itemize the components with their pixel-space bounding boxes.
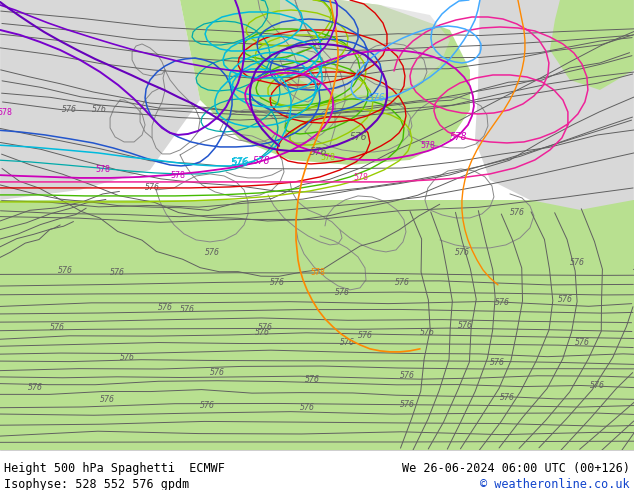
Text: 576: 576 bbox=[400, 371, 415, 380]
Text: 576: 576 bbox=[350, 132, 368, 142]
Text: © weatheronline.co.uk: © weatheronline.co.uk bbox=[481, 478, 630, 490]
Text: 576: 576 bbox=[300, 403, 315, 412]
Text: 576: 576 bbox=[455, 248, 470, 257]
Text: 576: 576 bbox=[500, 393, 515, 402]
Text: 576: 576 bbox=[270, 278, 285, 287]
Text: 576: 576 bbox=[92, 105, 107, 114]
Text: 576: 576 bbox=[575, 338, 590, 347]
Text: 576: 576 bbox=[305, 375, 320, 384]
Text: 576: 576 bbox=[110, 268, 125, 277]
Text: 576: 576 bbox=[420, 328, 435, 337]
Text: 576: 576 bbox=[145, 183, 160, 192]
Text: 576: 576 bbox=[340, 338, 355, 347]
Text: 578: 578 bbox=[170, 171, 185, 180]
Text: 576: 576 bbox=[50, 323, 65, 332]
Text: 576: 576 bbox=[62, 105, 77, 114]
Text: 576: 576 bbox=[210, 368, 225, 377]
Text: 578: 578 bbox=[420, 141, 435, 150]
Text: Height 500 hPa Spaghetti  ECMWF: Height 500 hPa Spaghetti ECMWF bbox=[4, 462, 225, 475]
Polygon shape bbox=[0, 0, 200, 200]
Text: 576: 576 bbox=[205, 248, 220, 257]
Text: 576: 576 bbox=[395, 278, 410, 287]
Text: 576: 576 bbox=[400, 400, 415, 409]
Text: 576: 576 bbox=[368, 93, 385, 103]
Text: 576: 576 bbox=[570, 258, 585, 267]
Text: 576: 576 bbox=[558, 295, 573, 304]
Text: 576: 576 bbox=[458, 321, 473, 330]
Text: 576: 576 bbox=[310, 147, 328, 157]
Text: We 26-06-2024 06:00 UTC (00+126): We 26-06-2024 06:00 UTC (00+126) bbox=[402, 462, 630, 475]
Text: 578: 578 bbox=[320, 153, 335, 162]
Text: 576: 576 bbox=[120, 353, 135, 362]
Text: 576: 576 bbox=[258, 323, 273, 332]
Text: 576: 576 bbox=[158, 303, 173, 312]
Text: 576: 576 bbox=[495, 298, 510, 307]
Text: 578: 578 bbox=[450, 132, 467, 142]
Polygon shape bbox=[550, 0, 634, 90]
Text: 576: 576 bbox=[633, 263, 634, 272]
Text: 576: 576 bbox=[232, 157, 250, 167]
Text: 578: 578 bbox=[0, 108, 12, 117]
Text: 578: 578 bbox=[353, 173, 368, 182]
Text: 576: 576 bbox=[358, 331, 373, 340]
Polygon shape bbox=[475, 0, 634, 210]
Text: 576: 576 bbox=[335, 288, 350, 297]
Text: 578: 578 bbox=[310, 268, 325, 277]
Text: 576: 576 bbox=[28, 383, 43, 392]
Text: 576: 576 bbox=[590, 381, 605, 390]
Text: 576: 576 bbox=[230, 158, 248, 168]
Text: 576: 576 bbox=[100, 395, 115, 404]
Text: 576: 576 bbox=[180, 305, 195, 314]
Text: 576: 576 bbox=[255, 328, 270, 337]
Text: 576: 576 bbox=[490, 358, 505, 367]
Text: Isophyse: 528 552 576 gpdm: Isophyse: 528 552 576 gpdm bbox=[4, 478, 190, 490]
Text: 578: 578 bbox=[253, 156, 271, 166]
Polygon shape bbox=[180, 0, 470, 165]
Polygon shape bbox=[0, 200, 634, 450]
Text: 578: 578 bbox=[95, 165, 110, 174]
Polygon shape bbox=[280, 0, 450, 95]
Text: 576: 576 bbox=[200, 401, 215, 410]
Text: 576: 576 bbox=[510, 208, 525, 217]
Text: 576: 576 bbox=[58, 266, 73, 275]
